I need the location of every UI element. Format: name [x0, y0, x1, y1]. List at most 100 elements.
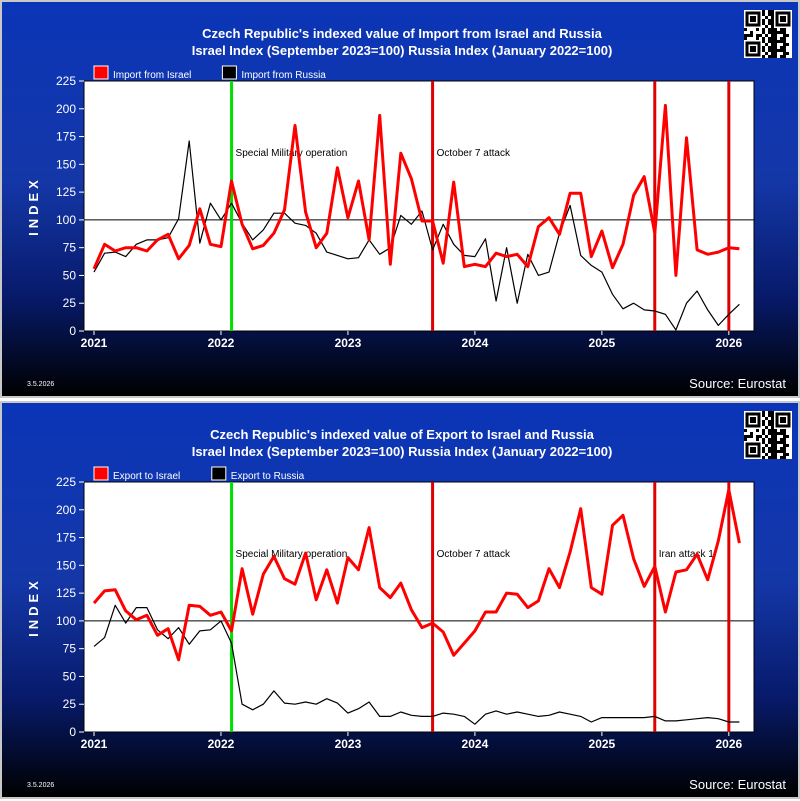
qr-module [783, 432, 786, 435]
qr-module [744, 37, 747, 40]
qr-module [744, 435, 747, 438]
qr-module [777, 40, 780, 43]
qr-module [783, 435, 786, 438]
qr-module [762, 31, 765, 34]
qr-module [762, 28, 765, 31]
qr-module [780, 441, 783, 444]
qr-module [774, 40, 777, 43]
series-line [93, 140, 740, 331]
qr-finder [780, 417, 786, 423]
qr-module [774, 28, 777, 31]
legend-swatch [211, 466, 227, 481]
qr-module [771, 450, 774, 453]
qr-module [783, 429, 786, 432]
qr-module [786, 34, 789, 37]
qr-module [777, 49, 780, 52]
qr-module [786, 444, 789, 447]
qr-module [783, 441, 786, 444]
qr-module [747, 435, 750, 438]
qr-module [771, 40, 774, 43]
qr-module [768, 49, 771, 52]
qr-module [768, 438, 771, 441]
qr-module [771, 28, 774, 31]
qr-code-icon [744, 10, 792, 58]
qr-module [783, 438, 786, 441]
y-tick-label: 50 [63, 669, 77, 683]
qr-module [765, 34, 768, 37]
qr-module [780, 49, 783, 52]
qr-module [750, 31, 753, 34]
qr-module [771, 55, 774, 58]
qr-module [762, 429, 765, 432]
qr-module [780, 55, 783, 58]
qr-module [771, 444, 774, 447]
qr-module [768, 10, 771, 13]
x-tick-label: 2022 [208, 737, 235, 751]
qr-module [783, 450, 786, 453]
qr-module [765, 16, 768, 19]
event-label: Iran attack 1 [659, 549, 714, 560]
qr-module [771, 22, 774, 25]
y-tick-label: 75 [63, 642, 77, 656]
qr-module [762, 46, 765, 49]
qr-module [768, 423, 771, 426]
y-tick-label: 175 [56, 531, 76, 545]
qr-module [768, 22, 771, 25]
series-line [92, 103, 740, 277]
qr-module [756, 28, 759, 31]
qr-module [777, 31, 780, 34]
qr-module [771, 417, 774, 420]
qr-module [783, 34, 786, 37]
qr-finder [750, 447, 756, 453]
qr-module [774, 447, 777, 450]
qr-module [768, 55, 771, 58]
x-tick-label: 2023 [335, 336, 362, 350]
qr-module [768, 40, 771, 43]
qr-module [783, 55, 786, 58]
y-tick-label: 225 [56, 475, 76, 489]
x-tick-label: 2024 [462, 336, 489, 350]
y-tick-label: 25 [63, 296, 77, 310]
legend-swatch [221, 65, 237, 80]
qr-module [756, 429, 759, 432]
y-tick-label: 200 [56, 102, 76, 116]
qr-module [774, 34, 777, 37]
qr-module [783, 49, 786, 52]
qr-module [768, 456, 771, 459]
source-label: Source: Eurostat [689, 777, 786, 792]
qr-module [765, 52, 768, 55]
qr-module [771, 453, 774, 456]
y-axis-label: INDEX [26, 577, 41, 637]
qr-module [771, 13, 774, 16]
qr-module [762, 450, 765, 453]
qr-module [783, 52, 786, 55]
qr-module [750, 432, 753, 435]
qr-module [771, 52, 774, 55]
qr-module [783, 37, 786, 40]
qr-module [771, 49, 774, 52]
chart-title-line1: Czech Republic's indexed value of Export… [210, 427, 594, 442]
event-label: Special Military operation [236, 549, 348, 560]
qr-module [762, 40, 765, 43]
qr-module [783, 40, 786, 43]
qr-module [762, 22, 765, 25]
series-line [93, 604, 740, 725]
qr-module [774, 429, 777, 432]
qr-module [771, 432, 774, 435]
qr-module [780, 37, 783, 40]
qr-module [783, 28, 786, 31]
qr-module [756, 438, 759, 441]
qr-module [774, 435, 777, 438]
qr-module [765, 25, 768, 28]
y-tick-label: 0 [69, 324, 76, 338]
qr-module [774, 31, 777, 34]
qr-module [783, 31, 786, 34]
y-tick-label: 50 [63, 268, 77, 282]
y-tick-label: 150 [56, 157, 76, 171]
qr-module [771, 429, 774, 432]
qr-module [771, 16, 774, 19]
qr-finder [780, 16, 786, 22]
qr-module [759, 34, 762, 37]
qr-module [771, 411, 774, 414]
qr-finder [750, 417, 756, 423]
